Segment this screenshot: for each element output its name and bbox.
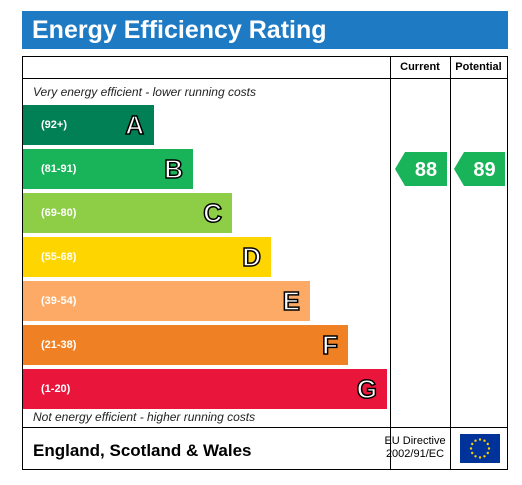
bottom-note: Not energy efficient - higher running co… xyxy=(33,410,256,424)
header-row-divider xyxy=(23,78,507,79)
current-rating-arrow: 88 xyxy=(395,152,447,186)
rating-letter: G xyxy=(356,373,378,405)
rating-letter: C xyxy=(202,197,222,229)
rating-chart: Current Potential Very energy efficient … xyxy=(22,56,508,470)
rating-range-label: (55-68) xyxy=(41,251,77,263)
rating-bar-f: (21-38) F xyxy=(23,325,348,365)
region-label: England, Scotland & Wales xyxy=(33,441,252,460)
eu-flag-icon xyxy=(460,434,500,463)
page-title: Energy Efficiency Rating xyxy=(22,11,508,49)
current-rating-arrow-value: 88 xyxy=(415,159,437,181)
rating-bar-d: (55-68) D xyxy=(23,237,271,277)
top-note: Very energy efficient - lower running co… xyxy=(33,85,256,99)
rating-range-label: (92+) xyxy=(41,119,67,131)
rating-range-label: (39-54) xyxy=(41,295,77,307)
column-divider-potential xyxy=(450,57,451,469)
rating-bar-a: (92+) A xyxy=(23,105,154,145)
footer-row-divider xyxy=(23,427,507,428)
rating-letter: E xyxy=(282,285,301,317)
eu-directive-label: EU Directive 2002/91/EC xyxy=(375,435,455,461)
rating-range-label: (1-20) xyxy=(41,383,71,395)
rating-letter: B xyxy=(163,153,183,185)
eu-directive-line2: 2002/91/EC xyxy=(385,448,445,460)
rating-bar-c: (69-80) C xyxy=(23,193,232,233)
potential-rating-arrow-value: 89 xyxy=(473,159,495,181)
rating-letter: D xyxy=(241,241,261,273)
rating-range-label: (69-80) xyxy=(41,207,77,219)
current-column-header: Current xyxy=(400,61,440,73)
rating-letter: A xyxy=(124,109,144,141)
rating-bar-e: (39-54) E xyxy=(23,281,310,321)
rating-range-label: (21-38) xyxy=(41,339,77,351)
eu-directive-line1: EU Directive xyxy=(384,435,446,447)
column-divider-current xyxy=(390,57,391,469)
potential-column-header: Potential xyxy=(455,61,502,73)
potential-rating-arrow: 89 xyxy=(454,152,505,186)
rating-range-label: (81-91) xyxy=(41,163,77,175)
rating-bar-b: (81-91) B xyxy=(23,149,193,189)
rating-bar-g: (1-20) G xyxy=(23,369,387,409)
rating-letter: F xyxy=(321,329,338,361)
